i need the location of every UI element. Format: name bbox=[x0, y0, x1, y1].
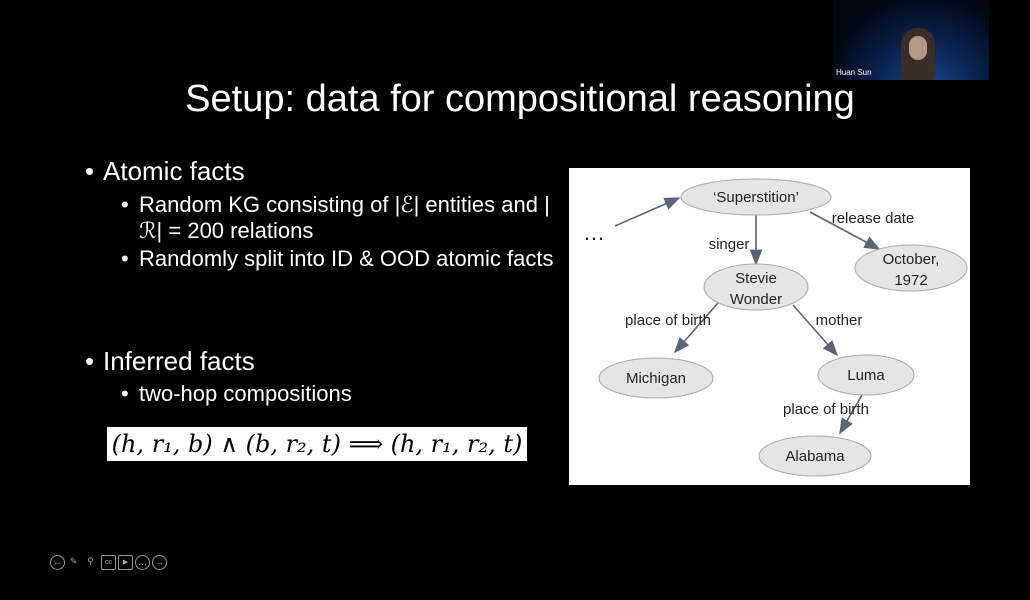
zoom-icon[interactable]: ⚲ bbox=[87, 556, 94, 566]
participant-name: Huan Sun bbox=[836, 68, 872, 77]
arrow-left-icon[interactable]: ← bbox=[50, 555, 65, 570]
bullet-inferred-facts: • Inferred facts bbox=[85, 346, 255, 376]
node-luma bbox=[817, 354, 915, 396]
node-michigan bbox=[598, 357, 714, 399]
sub-bullet: • two-hop compositions bbox=[121, 381, 352, 406]
sub-bullet: • Randomly split into ID & OOD atomic fac… bbox=[121, 246, 554, 271]
node-label: Luma bbox=[847, 367, 885, 384]
edge-arrow bbox=[792, 304, 839, 357]
node-label: Alabama bbox=[785, 448, 845, 465]
edge-label: singer bbox=[709, 236, 750, 253]
participant-face bbox=[909, 36, 927, 60]
arrow-right-icon[interactable]: → bbox=[152, 555, 167, 570]
pencil-icon[interactable]: ✎ bbox=[69, 556, 78, 566]
slide-title: Setup: data for compositional reasoning bbox=[185, 78, 855, 120]
node-label: Wonder bbox=[730, 291, 782, 308]
bullet-atomic-facts: • Atomic facts bbox=[85, 156, 245, 186]
composition-formula: (h, r₁, b) ∧ (b, r₂, t) ⟹ (h, r₁, r₂, t) bbox=[107, 427, 527, 461]
node-label: ‘Superstition’ bbox=[713, 189, 799, 206]
edge-label: place of birth bbox=[625, 312, 711, 329]
ellipsis: … bbox=[583, 220, 605, 245]
captions-icon[interactable]: cc bbox=[101, 555, 116, 570]
edge-label: place of birth bbox=[783, 401, 869, 418]
edge-arrow bbox=[673, 302, 719, 354]
edge-label: mother bbox=[816, 312, 863, 329]
sub-bullet: • Random KG consisting of |ℰ| entities an… bbox=[121, 192, 550, 243]
node-october-1972 bbox=[854, 244, 968, 292]
node-alabama bbox=[758, 435, 872, 477]
node-label: October, bbox=[883, 251, 940, 268]
edge-arrow bbox=[809, 211, 881, 250]
more-icon[interactable]: … bbox=[135, 555, 150, 570]
node-stevie-wonder bbox=[703, 263, 809, 311]
edge-label: release date bbox=[832, 210, 915, 227]
edge-arrow bbox=[614, 197, 681, 227]
knowledge-graph-diagram: … ‘Superstition’ October, 1972 Stevie Wo… bbox=[569, 168, 970, 485]
node-label: Stevie bbox=[735, 270, 777, 287]
edge-arrow bbox=[839, 394, 863, 435]
node-label: Michigan bbox=[626, 370, 686, 387]
node-label: 1972 bbox=[894, 272, 927, 289]
participant-video: Huan Sun bbox=[833, 0, 989, 80]
camera-icon[interactable]: ▶ bbox=[118, 555, 133, 570]
node-superstition bbox=[680, 178, 832, 216]
